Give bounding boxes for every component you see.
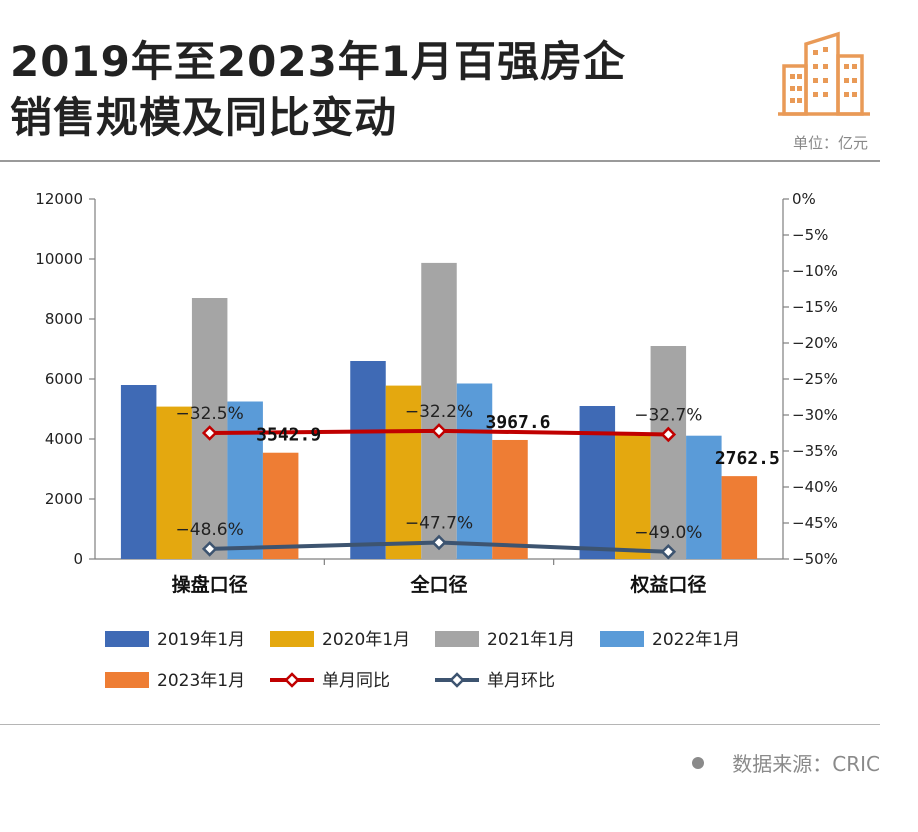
y-tick-label: 0 [73,550,83,568]
line-marker [660,426,677,443]
legend-swatch [105,631,149,647]
line-value-label: −49.0% [634,523,702,543]
y-tick-label: 6000 [45,370,83,388]
legend-swatch [270,631,314,647]
y2-tick-label: −35% [792,442,838,460]
y2-tick-label: −5% [792,226,828,244]
x-tick-label: 全口径 [409,573,467,596]
bar [227,401,263,559]
y2-tick-label: −10% [792,262,838,280]
bar-series [120,262,758,559]
legend-marker [449,672,465,688]
legend-swatch [105,672,149,688]
bar [721,476,758,559]
line-value-label: −47.7% [405,513,473,533]
y2-tick-label: 0% [792,190,816,208]
source-note: 数据来源：CRIC [692,748,880,777]
y-tick-label: 12000 [35,190,83,208]
bar [421,262,457,559]
y-tick-label: 2000 [45,490,83,508]
bar [492,439,528,559]
line-value-label: −32.5% [176,404,244,424]
bar [686,435,722,559]
legend-swatch [435,631,479,647]
y2-tick-label: −25% [792,370,838,388]
x-tick-label: 操盘口径 [172,573,248,596]
legend-label: 单月同比 [322,671,390,691]
legend-label: 2023年1月 [157,671,245,691]
page-title: 2019年至2023年1月百强房企 销售规模及同比变动 [10,34,626,146]
line-marker [201,425,218,441]
sales-chart: 0 2000 4000 6000 8000 10000 12000 0% −5% −10% −15%… [35,190,838,691]
title-line-2: 销售规模及同比变动 [10,93,398,142]
legend-swatch [600,631,644,647]
footer-divider [0,724,880,725]
bar [615,434,651,559]
bar [650,346,687,559]
y-tick-label: 10000 [35,250,83,268]
line-marker [431,423,447,439]
title-line-1: 2019年至2023年1月百强房企 [10,37,627,86]
legend-label: 2021年1月 [487,630,575,650]
bar [120,385,157,559]
y2-tick-label: −45% [792,514,838,532]
bullet-icon [692,756,705,769]
line-value-label: −32.7% [634,405,702,425]
bar-value-label: 3967.6 [485,412,550,433]
data-labels: 3542.9 3967.6 2762.5 −32.5% −32.2% −32.7% −48.… [176,402,780,543]
bar [456,383,493,559]
legend-label: 2020年1月 [322,630,410,650]
legend-label: 2019年1月 [157,630,245,650]
line-marker [431,534,447,551]
y-tick-label: 4000 [45,430,83,448]
y2-tick-label: −40% [792,478,838,496]
bar-value-label: 2762.5 [715,448,780,469]
chart-legend: 2019年1月 2020年1月 2021年1月 2022年1月 2023年1月 单月同比 单… [105,630,740,691]
header-divider [0,160,880,162]
line-series [201,423,677,560]
bar [156,406,192,559]
y2-tick-label: −30% [792,406,838,424]
bar [350,361,386,559]
y-tick-label: 8000 [45,310,83,328]
y2-tick-label: −15% [792,298,838,316]
line-value-label: −32.2% [405,402,473,422]
y2-tick-label: −50% [792,550,838,568]
legend-label: 单月环比 [487,671,555,691]
legend-marker [284,672,300,688]
building-icon [778,31,870,116]
unit-label: 单位：亿元 [792,134,868,152]
bar-value-label: 3542.9 [256,425,321,446]
line-marker [660,544,677,560]
legend-label: 2022年1月 [652,630,740,650]
source-text: 数据来源：CRIC [732,752,880,776]
bar [262,452,299,559]
bar [579,406,616,559]
bar [385,385,422,559]
x-tick-label: 权益口径 [629,573,706,596]
line-marker [201,541,218,557]
line-value-label: −48.6% [176,520,244,540]
y2-tick-label: −20% [792,334,838,352]
